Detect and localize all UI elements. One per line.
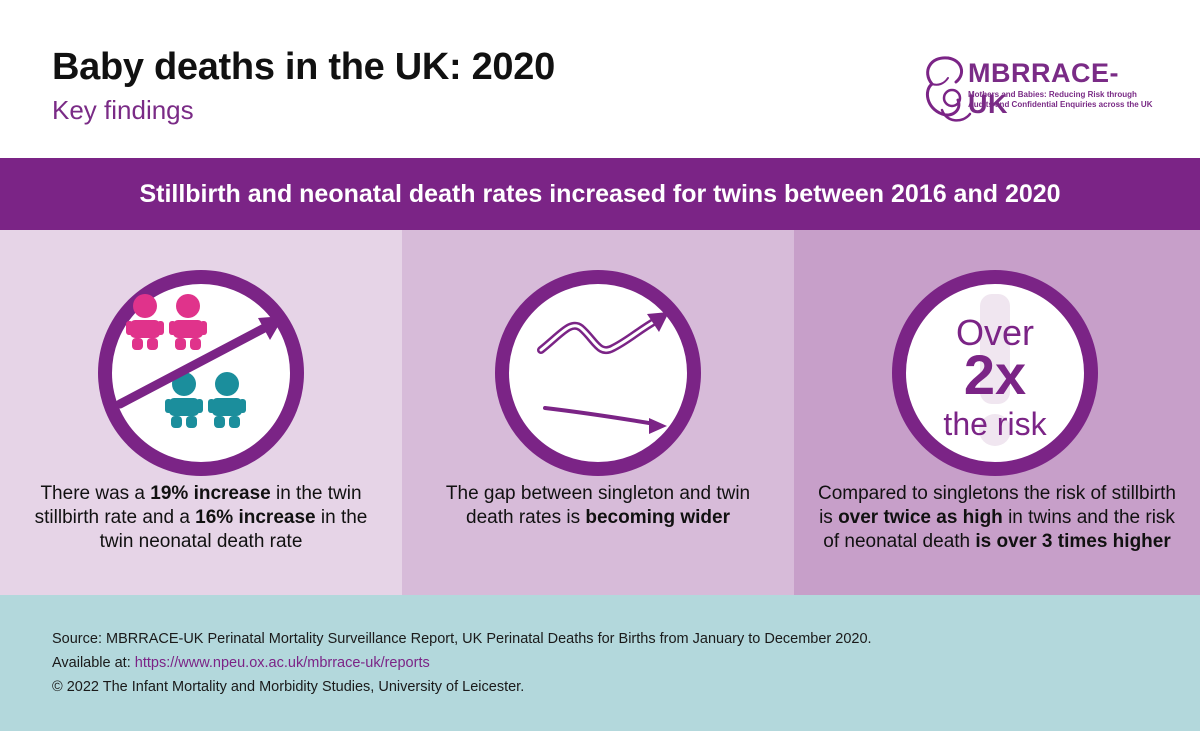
- finding-panel-gap: The gap between singleton and twin death…: [402, 230, 794, 595]
- source-note: Source: MBRRACE-UK Perinatal Mortality S…: [52, 631, 872, 647]
- page-subtitle: Key findings: [52, 95, 194, 125]
- pink-baby-icon: [126, 294, 207, 350]
- reports-link[interactable]: https://www.npeu.ox.ac.uk/mbrrace-uk/rep…: [134, 655, 430, 671]
- caption-text: Compared to singletons the risk of still…: [818, 483, 1176, 528]
- risk-badge-multiplier: 2x: [963, 343, 1027, 406]
- caption-highlight: becoming wider: [585, 507, 730, 528]
- caption-highlight: 16% increase: [195, 507, 316, 528]
- logo-name: MBRRACE-UK: [968, 58, 1119, 119]
- increase-arrow-icon: [115, 316, 284, 409]
- headline-banner: Stillbirth and neonatal death rates incr…: [0, 158, 1200, 230]
- diverging-trend-icon: [495, 270, 701, 476]
- caption-text: in the twin neonatal death rate: [99, 507, 368, 552]
- exclamation-watermark-icon: [979, 294, 1011, 446]
- caption-text: The gap between singleton and twin death…: [445, 483, 751, 528]
- caption-text: in the twin stillbirth rate and a: [34, 483, 362, 528]
- finding-panel-risk: Over 2x the risk Compared to singletons …: [794, 230, 1200, 595]
- caption-highlight: is over 3 times higher: [975, 531, 1171, 552]
- mbrrace-logo: MBRRACE-UK Mothers and Babies: Reducing …: [918, 50, 1158, 130]
- risk-multiplier-icon: Over 2x the risk: [892, 270, 1098, 476]
- flat-trend-arrow-icon: [543, 406, 667, 434]
- copyright-note: © 2022 The Infant Mortality and Morbidit…: [52, 679, 525, 695]
- logo-tagline: Mothers and Babies: Reducing Risk throug…: [968, 90, 1153, 109]
- caption-highlight: over twice as high: [838, 507, 1003, 528]
- finding-caption-increase: There was a 19% increase in the twin sti…: [20, 482, 382, 554]
- finding-caption-gap: The gap between singleton and twin death…: [422, 482, 774, 530]
- caption-highlight: 19% increase: [150, 483, 271, 504]
- twins-increase-icon: [98, 270, 304, 476]
- finding-panel-increase: There was a 19% increase in the twin sti…: [0, 230, 402, 595]
- availability-label: Available at:: [52, 655, 135, 671]
- risk-badge-over: Over: [955, 312, 1034, 353]
- footer: Source: MBRRACE-UK Perinatal Mortality S…: [0, 595, 1200, 731]
- mother-baby-logo-icon: [925, 56, 972, 122]
- header: Baby deaths in the UK: 2020 Key findings…: [0, 0, 1200, 158]
- teal-baby-icon: [165, 372, 246, 428]
- finding-caption-risk: Compared to singletons the risk of still…: [814, 482, 1180, 554]
- caption-text: There was a: [40, 483, 151, 504]
- caption-text: in twins and the risk of neonatal death: [823, 507, 1175, 552]
- headline-text: Stillbirth and neonatal death rates incr…: [139, 180, 1061, 208]
- page-title: Baby deaths in the UK: 2020: [52, 46, 555, 88]
- availability-note: Available at: https://www.npeu.ox.ac.uk/…: [52, 655, 430, 671]
- risk-badge-label: the risk: [943, 406, 1047, 442]
- rising-trend-arrow-icon: [537, 312, 669, 354]
